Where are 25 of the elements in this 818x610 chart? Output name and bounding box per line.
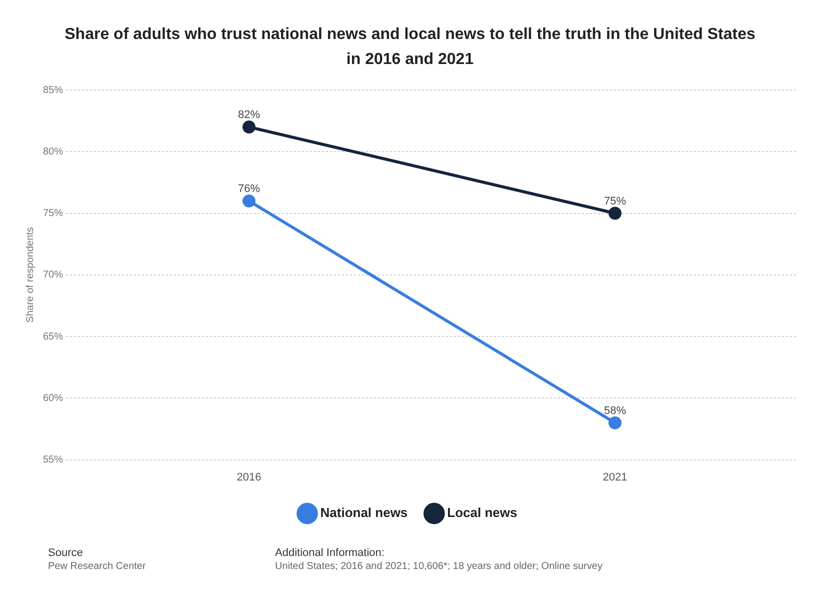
x-tick-label: 2021 bbox=[602, 471, 628, 484]
data-label: 58% bbox=[604, 404, 626, 417]
y-tick-label: 75% bbox=[43, 208, 64, 220]
y-tick-label: 85% bbox=[43, 84, 64, 96]
legend-label: National news bbox=[320, 505, 408, 520]
chart-title: Share of adults who trust national news and local news to tell the truth in the United States in 2016 and 2021 bbox=[64, 25, 756, 70]
data-label: 76% bbox=[238, 182, 260, 195]
data-label: 82% bbox=[238, 109, 260, 122]
point bbox=[608, 416, 622, 430]
y-tick-label: 60% bbox=[43, 392, 64, 404]
text: Additional Information: bbox=[275, 547, 384, 559]
text: Source bbox=[48, 547, 83, 559]
legend-label: Local news bbox=[447, 505, 518, 520]
y-tick-label: 55% bbox=[43, 454, 64, 466]
data-label: 75% bbox=[604, 195, 626, 208]
y-tick-label: 80% bbox=[43, 146, 64, 158]
point bbox=[242, 120, 256, 134]
point bbox=[608, 206, 622, 220]
text: United States; 2016 and 2021; 10,606*; 18 years and older; Online survey bbox=[275, 561, 602, 573]
y-tick-label: 65% bbox=[43, 331, 64, 342]
y-axis-title: Share of respondents bbox=[24, 227, 36, 323]
point bbox=[242, 194, 256, 208]
y-tick-label: 70% bbox=[43, 270, 64, 281]
text: Pew Research Center bbox=[48, 561, 146, 573]
x-tick-label: 2016 bbox=[236, 471, 262, 484]
